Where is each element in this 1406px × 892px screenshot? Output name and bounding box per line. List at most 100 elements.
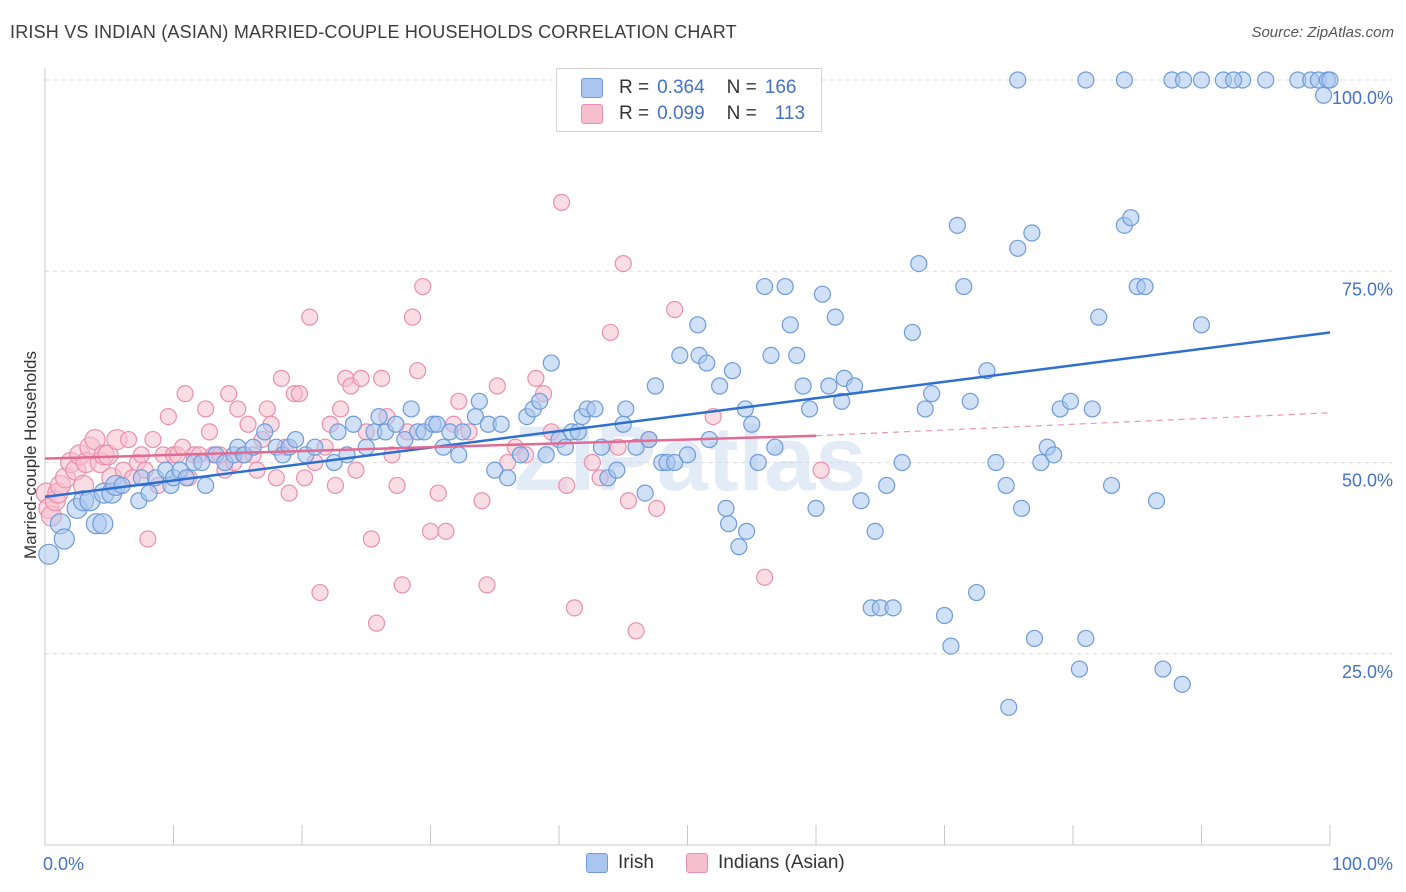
tick-labels: 25.0% 50.0% 75.0% 100.0% 0.0% 100.0% [43, 88, 1393, 874]
irish-point [357, 438, 375, 456]
indian-asian-point [267, 469, 285, 487]
irish-point [766, 438, 784, 456]
irish-point [617, 400, 635, 418]
irish-point [370, 408, 388, 426]
irish-legend-label: Irish [618, 852, 654, 873]
indian-asian-point [421, 522, 440, 540]
indian-asian-point [347, 461, 365, 479]
indian-asian-point [414, 277, 432, 296]
indian-asian-point [362, 530, 380, 548]
irish-point [723, 362, 742, 380]
indian-asian-point [648, 499, 666, 517]
irish-point [1173, 675, 1191, 693]
irish-point [470, 392, 488, 410]
irish-point [711, 377, 729, 395]
irish-point [402, 400, 420, 418]
indian-asian-point [627, 622, 645, 640]
irish-point [1045, 446, 1063, 464]
irish-point [140, 484, 158, 502]
irish-point [903, 323, 921, 342]
irish-point [762, 346, 780, 364]
irish-point [511, 446, 530, 464]
irish-point [1174, 71, 1193, 89]
indian-asian-point [290, 385, 309, 403]
indian-asian-point [437, 522, 455, 540]
irish-point [776, 277, 794, 296]
gridlines [45, 79, 1392, 655]
indian-asian-point [619, 492, 637, 510]
irish-point [1225, 71, 1243, 89]
irish-point [329, 423, 347, 441]
irish-point [1070, 660, 1089, 678]
irish-point [1090, 308, 1108, 326]
source-credit: Source: ZipAtlas.com [1251, 24, 1394, 41]
legend-row-irish: R = 0.364 N = 166 [581, 76, 796, 100]
indian-asian-point [609, 438, 627, 456]
bottom-legend-indian: Indians (Asian) [686, 852, 845, 874]
irish-point [820, 377, 838, 395]
irish-point [1077, 629, 1095, 648]
irish-point [813, 285, 832, 303]
indian-asian-point [565, 599, 584, 617]
irish-point [193, 453, 211, 472]
indian-n-label: N = [726, 103, 757, 124]
irish-point [866, 522, 884, 540]
indian-asian-point [373, 369, 391, 387]
irish-point [1314, 86, 1333, 104]
irish-point [826, 308, 844, 326]
irish-point [794, 377, 812, 395]
indian-asian-point [552, 193, 571, 211]
irish-point [1192, 316, 1211, 334]
indian-asian-point [258, 400, 276, 418]
irish-point [531, 392, 549, 410]
irish-point [961, 392, 979, 410]
irish-point [556, 438, 575, 456]
y-axis-label: Married-couple Households [21, 351, 40, 559]
indian-legend-swatch [686, 853, 708, 873]
irish-point [942, 637, 960, 655]
irish-point [486, 461, 504, 479]
irish-point [788, 346, 806, 364]
indian-asian-point [301, 308, 319, 326]
irish-point [720, 515, 738, 533]
irish-swatch [581, 78, 603, 98]
x-tick-label: 0.0% [43, 854, 84, 874]
irish-point [454, 423, 472, 441]
indian-asian-point [200, 423, 219, 441]
indian-asian-point [331, 400, 350, 418]
indian-asian-point [473, 492, 491, 510]
irish-n-label: N = [726, 77, 757, 98]
indian-r-value: 0.099 [657, 103, 705, 124]
indian-asian-point [478, 576, 496, 594]
irish-point [1115, 71, 1134, 89]
irish-point [636, 484, 654, 502]
indian-asian-point [450, 392, 468, 410]
indian-asian-point [229, 400, 247, 418]
irish-r-value: 0.364 [657, 77, 705, 98]
irish-point [499, 469, 517, 487]
irish-point [671, 346, 689, 364]
indian-asian-point [666, 300, 684, 319]
trend-lines [44, 331, 1331, 499]
y-tick-label: 100.0% [1332, 88, 1393, 108]
irish-point [542, 354, 560, 372]
legend-row-indian: R = 0.099 N = 113 [581, 102, 805, 126]
y-tick-label: 75.0% [1342, 279, 1393, 299]
irish-point [968, 583, 986, 602]
indian-swatch [581, 104, 603, 124]
irish-point [256, 423, 274, 441]
x-tick-label: 100.0% [1332, 854, 1393, 874]
irish-point [893, 453, 911, 472]
irish-point [92, 513, 114, 535]
indian-asian-point [139, 530, 157, 548]
irish-point [387, 415, 405, 433]
indian-asian-point [583, 453, 602, 472]
irish-point [738, 522, 756, 540]
irish-point [1032, 453, 1050, 472]
irish-point [749, 453, 767, 472]
irish-point [678, 446, 697, 464]
irish-point [910, 255, 928, 273]
irish-point [1061, 392, 1080, 410]
indian-asian-point [295, 469, 314, 487]
